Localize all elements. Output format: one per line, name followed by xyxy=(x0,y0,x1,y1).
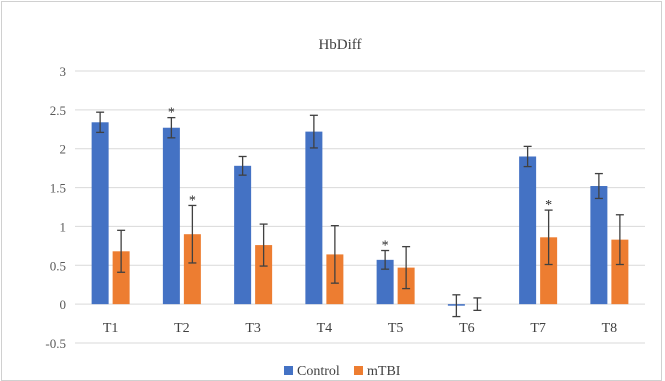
legend: Control mTBI xyxy=(284,364,401,379)
x-tick-label: T5 xyxy=(388,321,404,336)
legend-swatch-control xyxy=(284,366,293,375)
y-tick-label: 2.5 xyxy=(50,103,66,118)
bar-mtbi-t3 xyxy=(255,245,273,305)
bar-mtbi-t1 xyxy=(112,251,130,305)
y-tick-label: 1 xyxy=(60,219,67,234)
legend-label-control: Control xyxy=(297,364,340,379)
x-tick-label: T6 xyxy=(459,321,475,336)
bar-mtbi-t2 xyxy=(183,234,201,305)
x-tick-label: T7 xyxy=(530,321,546,336)
error-bar xyxy=(238,155,247,176)
bar-control-t8 xyxy=(590,186,608,305)
significance-star: * xyxy=(382,239,389,254)
y-tick-label: 0.5 xyxy=(50,258,66,273)
error-bar xyxy=(330,225,339,284)
x-tick-label: T2 xyxy=(174,321,190,336)
error-bar xyxy=(259,223,268,267)
bar-control-t7 xyxy=(519,156,537,305)
y-tick-label: 3 xyxy=(60,64,67,79)
legend-label-mtbi: mTBI xyxy=(367,364,401,379)
error-bar xyxy=(381,249,390,270)
bar-control-t2 xyxy=(162,127,180,305)
error-bar xyxy=(402,245,411,290)
y-axis-ticks: 3 2.5 2 1.5 1 0.5 0 -0.5 xyxy=(45,64,66,351)
significance-star: * xyxy=(168,106,175,121)
error-bar xyxy=(594,172,603,200)
x-tick-label: T3 xyxy=(245,321,261,336)
x-tick-label: T8 xyxy=(602,321,618,336)
y-tick-label: 0 xyxy=(60,297,67,312)
error-bar xyxy=(188,204,197,264)
error-bar xyxy=(167,116,176,139)
y-tick-label: -0.5 xyxy=(45,336,66,351)
significance-star: * xyxy=(545,198,552,213)
x-tick-label: T4 xyxy=(317,321,333,336)
legend-swatch-mtbi xyxy=(354,366,363,375)
bar-control-t3 xyxy=(234,165,252,305)
error-bar xyxy=(452,294,461,318)
significance-star: * xyxy=(189,193,196,208)
y-tick-label: 2 xyxy=(60,142,67,157)
x-tick-label: T1 xyxy=(103,321,119,336)
error-bar xyxy=(96,111,105,134)
y-tick-label: 1.5 xyxy=(50,181,66,196)
bar-control-t5 xyxy=(376,259,394,305)
bar-control-t4 xyxy=(305,131,323,305)
chart-title: HbDiff xyxy=(318,37,361,53)
gridlines xyxy=(75,70,645,344)
error-bar xyxy=(117,229,126,273)
bars: * * * * xyxy=(91,106,629,318)
error-bar xyxy=(615,214,624,266)
bar-mtbi-t7 xyxy=(540,237,558,305)
error-bar xyxy=(523,145,532,168)
x-axis-labels: T1 T2 T3 T4 T5 T6 T7 T8 xyxy=(103,321,617,336)
error-bar xyxy=(544,209,553,266)
bar-mtbi-t8 xyxy=(611,239,629,305)
error-bar xyxy=(473,297,482,312)
bar-control-t1 xyxy=(91,122,109,305)
error-bar xyxy=(309,114,318,149)
